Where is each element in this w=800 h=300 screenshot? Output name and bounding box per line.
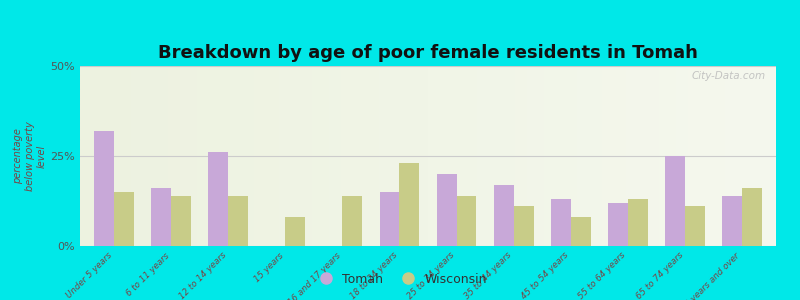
Bar: [628, 199, 648, 246]
Bar: [379, 192, 399, 246]
Bar: [286, 217, 306, 246]
Bar: [570, 217, 590, 246]
Bar: [114, 192, 134, 246]
Bar: [457, 196, 477, 246]
Bar: [208, 152, 228, 246]
Bar: [399, 163, 419, 246]
Bar: [228, 196, 248, 246]
Bar: [514, 206, 534, 246]
Bar: [722, 196, 742, 246]
Y-axis label: percentage
below poverty
level: percentage below poverty level: [13, 121, 46, 191]
Bar: [608, 203, 628, 246]
Bar: [94, 131, 114, 246]
Bar: [550, 199, 570, 246]
Bar: [171, 196, 191, 246]
Legend: Tomah, Wisconsin: Tomah, Wisconsin: [308, 268, 492, 291]
Text: City-Data.com: City-Data.com: [691, 71, 766, 81]
Bar: [685, 206, 705, 246]
Title: Breakdown by age of poor female residents in Tomah: Breakdown by age of poor female resident…: [158, 44, 698, 62]
Bar: [665, 156, 685, 246]
Bar: [494, 185, 514, 246]
Bar: [151, 188, 171, 246]
Bar: [437, 174, 457, 246]
Bar: [342, 196, 362, 246]
Bar: [742, 188, 762, 246]
